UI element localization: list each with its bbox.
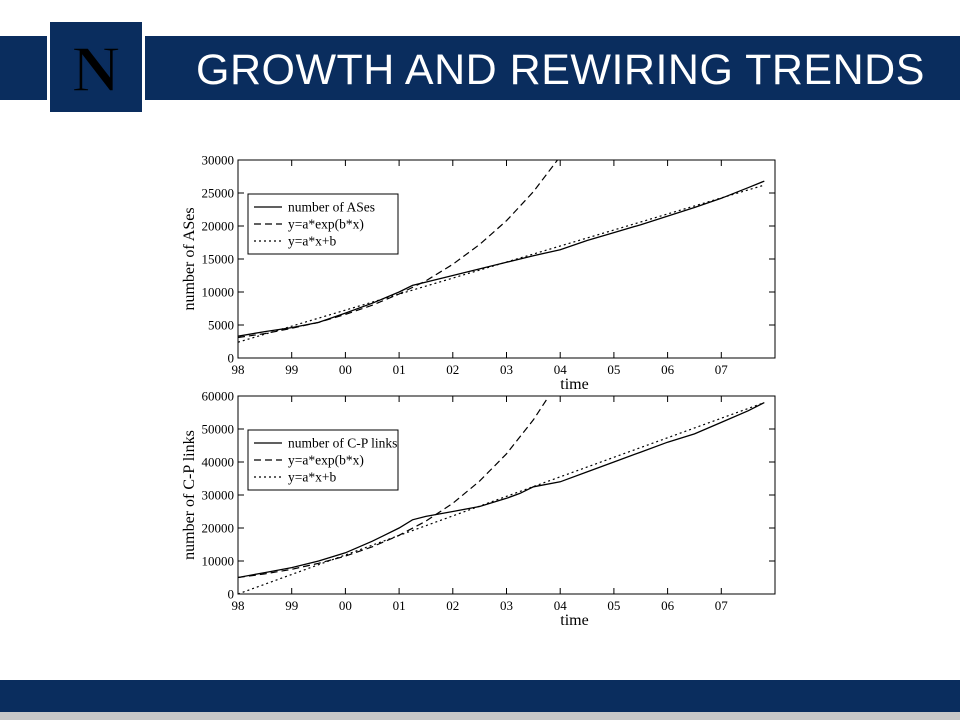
- x-tick-label: 05: [607, 362, 620, 377]
- x-tick-label: 98: [232, 362, 245, 377]
- x-tick-label: 99: [285, 598, 298, 613]
- y-tick-label: 0: [228, 587, 235, 602]
- chart-cp-links: 0 10000 20000 30000 40000 50000 60000 98 99 00 01 0…: [181, 389, 776, 629]
- x-tick-label: 05: [607, 598, 620, 613]
- legend-box: [247, 429, 399, 491]
- logo-letter: N: [72, 33, 120, 106]
- x-tick-label: 07: [715, 362, 729, 377]
- y-tick-label: 40000: [202, 455, 235, 470]
- x-tick-label: 00: [339, 598, 352, 613]
- footer-bar: [0, 680, 960, 712]
- series-line-0: [238, 402, 765, 579]
- x-tick-label: 04: [554, 598, 568, 613]
- n-logo-icon: N: [71, 32, 120, 107]
- y-tick-label: 0: [228, 351, 235, 366]
- x-axis-label: time: [560, 612, 588, 629]
- series-line-1: [238, 160, 558, 339]
- legend-box: [247, 193, 399, 255]
- footer-strip: [0, 712, 960, 720]
- legend-label: y=a*exp(b*x): [288, 453, 364, 468]
- x-tick-label: 02: [446, 362, 459, 377]
- legend-label: number of C-P links: [288, 436, 397, 451]
- x-axis-label: time: [560, 376, 588, 390]
- x-tick-label: 03: [500, 362, 513, 377]
- slide-title: GROWTH AND REWIRING TRENDS: [196, 46, 925, 94]
- plot-frame: [237, 159, 776, 359]
- legend-label: y=a*x+b: [288, 234, 336, 249]
- x-tick-label: 02: [446, 598, 459, 613]
- x-tick-label: 06: [661, 598, 675, 613]
- legend-label: y=a*x+b: [288, 470, 336, 485]
- series-line-2: [238, 402, 765, 594]
- y-tick-label: 15000: [202, 252, 235, 267]
- title-bar: [0, 36, 960, 100]
- x-tick-label: 03: [500, 598, 513, 613]
- x-tick-label: 01: [393, 362, 406, 377]
- y-tick-label: 60000: [202, 389, 235, 404]
- y-tick-label: 50000: [202, 422, 235, 437]
- y-tick-label: 20000: [202, 521, 235, 536]
- x-tick-label: 98: [232, 598, 245, 613]
- y-tick-label: 30000: [202, 488, 235, 503]
- university-logo: N: [47, 19, 145, 115]
- y-tick-label: 10000: [202, 554, 235, 569]
- y-tick-label: 25000: [202, 186, 235, 201]
- y-tick-label: 30000: [202, 153, 235, 168]
- x-tick-label: 07: [715, 598, 729, 613]
- series-group: [238, 160, 765, 343]
- chart-ases: 0 5000 10000 15000 20000 25000 30000 98 99 00 01 02…: [181, 153, 776, 390]
- x-tick-label: 06: [661, 362, 675, 377]
- x-tick-label: 01: [393, 598, 406, 613]
- x-tick-label: 04: [554, 362, 568, 377]
- legend-label: y=a*exp(b*x): [288, 217, 364, 232]
- y-axis-label: number of C-P links: [181, 430, 198, 560]
- x-tick-label: 00: [339, 362, 352, 377]
- y-tick-label: 5000: [208, 318, 234, 333]
- y-tick-label: 10000: [202, 285, 235, 300]
- series-line-2: [238, 184, 765, 343]
- y-axis-label: number of ASes: [181, 207, 198, 310]
- x-tick-label: 99: [285, 362, 298, 377]
- legend-label: number of ASes: [288, 200, 375, 215]
- y-tick-label: 20000: [202, 219, 235, 234]
- series-group: [238, 398, 765, 594]
